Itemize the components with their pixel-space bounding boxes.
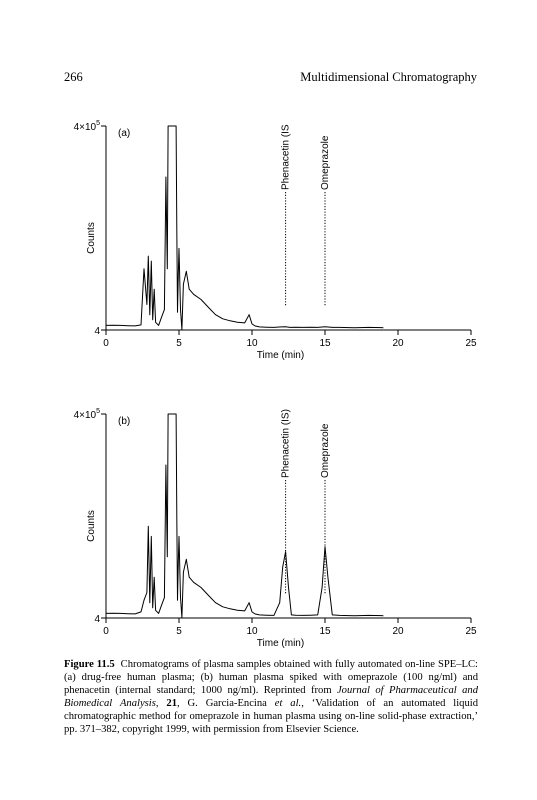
panel-label: (b) xyxy=(118,416,130,427)
caption-text-2: , xyxy=(155,698,167,710)
y-tick-label: 4 xyxy=(94,326,100,337)
x-tick-label: 20 xyxy=(392,338,404,349)
x-axis-title: Time (min) xyxy=(257,350,304,361)
caption-journal: Journal of Pharmaceutical and Biomedical… xyxy=(64,685,478,710)
chromatogram-trace xyxy=(105,125,384,330)
figure-caption: Figure 11.5 Chromatograms of plasma samp… xyxy=(64,658,478,737)
peak-annotation-label: Phenacetin (IS) xyxy=(281,409,292,478)
y-tick-label: 4×105 xyxy=(74,408,101,421)
panel-label: (a) xyxy=(118,128,130,139)
x-tick-label: 5 xyxy=(176,338,182,349)
peak-annotation-label: Omeprazole xyxy=(320,423,331,478)
caption-et-al: et al. xyxy=(274,698,302,710)
y-axis-title: Counts xyxy=(86,222,97,254)
x-tick-label: 10 xyxy=(246,338,258,349)
x-tick-label: 20 xyxy=(392,626,404,637)
caption-text-4: , ‘Validation of an automated liquid chr… xyxy=(64,698,479,736)
caption-volume: 21 xyxy=(166,698,177,710)
x-tick-label: 0 xyxy=(103,338,109,349)
x-tick-label: 5 xyxy=(176,626,182,637)
y-tick-label: 4×105 xyxy=(74,120,101,133)
caption-text-1: Chromatograms of plasma samples obtained… xyxy=(64,659,478,697)
running-head: 266 Multidimensional Chromatography xyxy=(64,70,477,86)
figure-label: Figure 11.5 xyxy=(64,659,115,670)
y-tick-label: 4 xyxy=(94,614,100,625)
x-tick-label: 0 xyxy=(103,626,109,637)
peak-annotation-label: Omeprazole xyxy=(320,135,331,190)
chromatogram-b: 0 5 10 15 20 25 Time (min) 4×105 4 Counts (b) Phena… xyxy=(74,408,477,649)
x-tick-label: 25 xyxy=(465,338,477,349)
x-axis-title: Time (min) xyxy=(257,638,304,649)
x-tick-label: 15 xyxy=(319,338,331,349)
y-axis-title: Counts xyxy=(86,510,97,542)
x-tick-label: 15 xyxy=(319,626,331,637)
peak-annotation-label: Phenacetin (IS xyxy=(281,124,292,190)
chromatogram-trace xyxy=(105,413,384,618)
chromatogram-a: 0 5 10 15 20 25 Time (min) 4×105 4 Counts (a) Phena… xyxy=(74,120,477,361)
running-head-title: Multidimensional Chromatography xyxy=(300,70,477,84)
caption-text-3: , G. Garcia-Encina xyxy=(176,698,275,710)
x-tick-label: 25 xyxy=(465,626,477,637)
x-tick-label: 10 xyxy=(246,626,258,637)
page-number: 266 xyxy=(64,70,83,84)
